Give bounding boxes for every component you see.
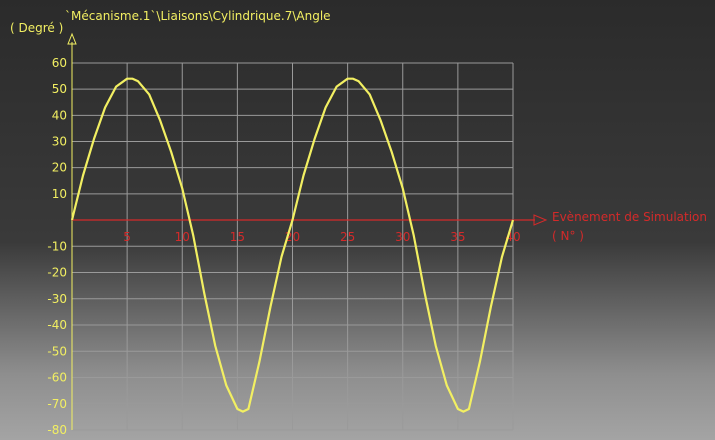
series-line bbox=[70, 77, 515, 413]
x-tick-labels: 5 10 15 20 25 30 35 40 bbox=[123, 230, 520, 244]
y-tick-label: 30 bbox=[52, 135, 67, 149]
y-tick-label: 10 bbox=[52, 187, 67, 201]
series-group bbox=[70, 77, 515, 413]
y-tick-label: 60 bbox=[52, 56, 67, 70]
y-tick-label: -60 bbox=[47, 371, 67, 385]
grid bbox=[72, 62, 514, 431]
y-tick-label: -40 bbox=[47, 318, 67, 332]
y-tick-label: -20 bbox=[47, 266, 67, 280]
y-tick-label: 40 bbox=[52, 108, 67, 122]
x-axis-unit: ( N° ) bbox=[552, 229, 584, 243]
y-axis-label: ( Degré ) bbox=[10, 21, 63, 35]
y-tick-labels: 60 50 40 30 20 10 -10 -20 -30 -40 -50 -60 -70 -80 bbox=[47, 56, 67, 437]
y-axis bbox=[67, 32, 77, 430]
y-tick-label: -10 bbox=[47, 239, 67, 253]
x-tick-label: 30 bbox=[395, 230, 410, 244]
y-tick-label: -50 bbox=[47, 344, 67, 358]
x-tick-label: 35 bbox=[450, 230, 465, 244]
x-axis-arrow-icon bbox=[533, 214, 548, 226]
y-tick-label: -30 bbox=[47, 292, 67, 306]
x-tick-label: 5 bbox=[123, 230, 131, 244]
y-tick-label: -70 bbox=[47, 397, 67, 411]
x-axis bbox=[72, 214, 548, 226]
y-tick-label: 20 bbox=[52, 161, 67, 175]
x-tick-label: 10 bbox=[175, 230, 190, 244]
chart-title: `Mécanisme.1`\Liaisons\Cylindrique.7\Ang… bbox=[65, 9, 331, 23]
y-tick-label: -80 bbox=[47, 423, 67, 437]
x-axis-label: Evènement de Simulation bbox=[552, 210, 707, 224]
y-tick-label: 50 bbox=[52, 82, 67, 96]
x-tick-label: 25 bbox=[340, 230, 355, 244]
y-axis-arrow-icon bbox=[67, 32, 77, 45]
x-tick-label: 15 bbox=[230, 230, 245, 244]
